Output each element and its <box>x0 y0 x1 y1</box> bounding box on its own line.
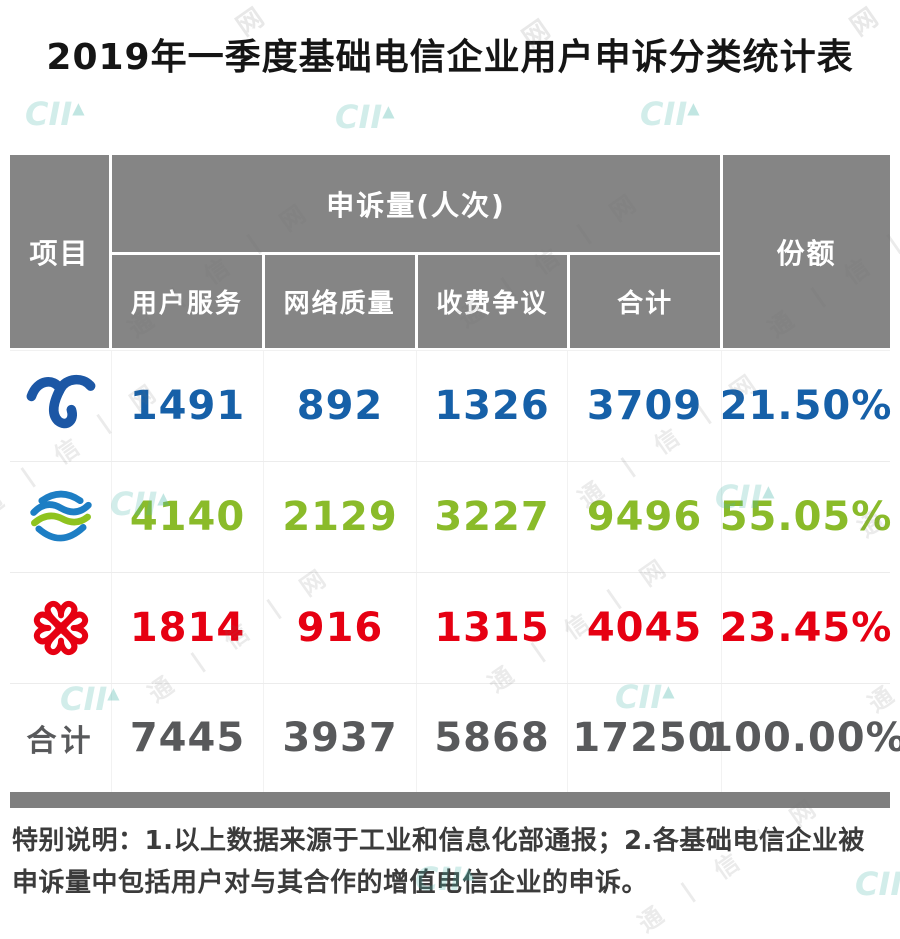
header-subtotal: 合计 <box>570 255 720 348</box>
cell-value: 100.00% <box>705 715 900 761</box>
header-share: 份额 <box>723 155 890 348</box>
cell-value: 9496 <box>586 494 703 540</box>
cell-value: 3937 <box>282 715 398 761</box>
cell-value: 5868 <box>434 715 550 761</box>
watermark-cii-logo: CII▲ <box>25 95 85 133</box>
table-row-china-mobile: 4140 2129 3227 9496 55.05% <box>10 462 893 573</box>
table-body: 1491 892 1326 3709 21.50% <box>10 350 900 792</box>
china-mobile-logo-cell <box>10 462 112 572</box>
cell-value: 4045 <box>586 605 703 651</box>
cell-value: 7445 <box>129 715 246 761</box>
china-unicom-logo <box>33 600 88 656</box>
watermark-cii-logo: CII▲ <box>640 95 700 133</box>
statistics-table: 项目 申诉量(人次) 用户服务 网络质量 收费争议 合计 份额 <box>10 155 900 808</box>
header-network-quality: 网络质量 <box>264 255 415 348</box>
header-subrow: 用户服务 网络质量 收费争议 合计 <box>112 255 720 348</box>
cell-value: 916 <box>296 605 384 651</box>
table-row-total: 合计 7445 3937 5868 17250 100.00% <box>10 684 900 792</box>
total-row-label: 合计 <box>26 724 95 759</box>
footer-note: 特别说明：1.以上数据来源于工业和信息化部通报；2.各基础电信企业被申诉量中包括… <box>12 826 865 898</box>
table-bottom-bar <box>10 792 890 808</box>
cell-value: 892 <box>296 383 384 429</box>
china-mobile-logo <box>29 490 92 542</box>
cell-value: 3227 <box>434 494 550 540</box>
cell-value: 23.45% <box>719 605 893 651</box>
table-row-china-unicom: 1814 916 1315 4045 23.45% <box>10 573 893 684</box>
header-volume-group: 申诉量(人次) 用户服务 网络质量 收费争议 合计 <box>112 155 720 348</box>
header-billing-dispute: 收费争议 <box>417 255 568 348</box>
china-telecom-logo <box>26 374 95 429</box>
cell-value: 1491 <box>129 383 246 429</box>
table-row-china-telecom: 1491 892 1326 3709 21.50% <box>10 351 893 462</box>
header-item: 项目 <box>10 155 109 348</box>
watermark-cii-logo: CII▲ <box>335 98 395 136</box>
header-volume-label: 申诉量(人次) <box>112 155 720 252</box>
cell-value: 21.50% <box>719 383 893 429</box>
cell-value: 1315 <box>434 605 550 651</box>
page-title: 2019年一季度基础电信企业用户申诉分类统计表 <box>46 37 854 78</box>
cell-value: 2129 <box>282 494 398 540</box>
cell-value: 4140 <box>129 494 246 540</box>
cell-value: 55.05% <box>719 494 893 540</box>
table-header: 项目 申诉量(人次) 用户服务 网络质量 收费争议 合计 份额 <box>10 155 890 348</box>
china-telecom-logo-cell <box>10 351 112 461</box>
cell-value: 1814 <box>129 605 246 651</box>
header-user-service: 用户服务 <box>112 255 262 348</box>
china-unicom-logo-cell <box>10 573 112 683</box>
cell-value: 3709 <box>586 383 703 429</box>
cell-value: 17250 <box>572 715 717 761</box>
cell-value: 1326 <box>434 383 550 429</box>
